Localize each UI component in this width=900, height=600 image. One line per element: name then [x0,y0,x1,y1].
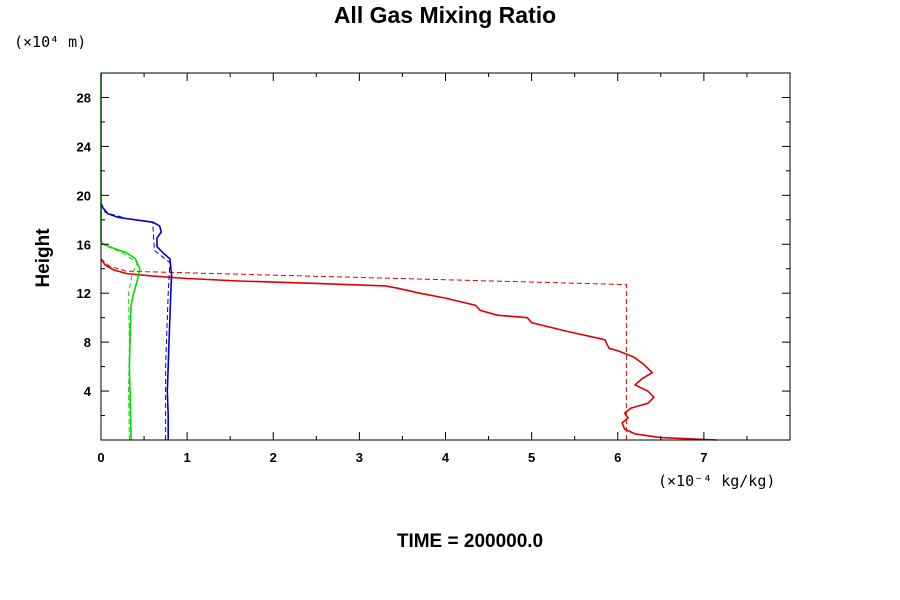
time-label: TIME = 200000.0 [396,531,544,552]
chart-title: All Gas Mixing Ratio [333,2,557,28]
y-tick-label: 28 [77,90,91,105]
x-tick-label: 4 [442,450,450,465]
x-tick-label: 5 [528,450,535,465]
series-red-dashed-1 [100,258,627,440]
x-axis-unit: (×10⁻⁴ kg/kg) [658,472,776,490]
x-tick-label: 7 [700,450,707,465]
series-green-dashed-5 [100,241,138,441]
plot-frame [100,72,791,441]
series-blue-solid-2 [100,202,173,440]
y-tick-label: 12 [77,286,91,301]
plot-lines [100,73,717,441]
x-tick-label: 2 [270,450,277,465]
y-tick-label: 8 [84,335,91,350]
y-tick-label: 24 [77,139,92,154]
y-axis-unit: (×10⁴ m) [14,33,87,51]
x-tick-label: 0 [97,450,104,465]
y-tick-label: 16 [77,237,91,252]
series-red-solid-0 [100,258,717,441]
x-tick-label: 3 [356,450,363,465]
x-tick-label: 1 [184,450,191,465]
y-axis-label: Height [33,228,54,288]
y-tick-label: 20 [77,188,91,203]
series-blue-dashed-3 [100,202,171,440]
x-tick-label: 6 [614,450,621,465]
y-tick-label: 4 [84,384,92,399]
